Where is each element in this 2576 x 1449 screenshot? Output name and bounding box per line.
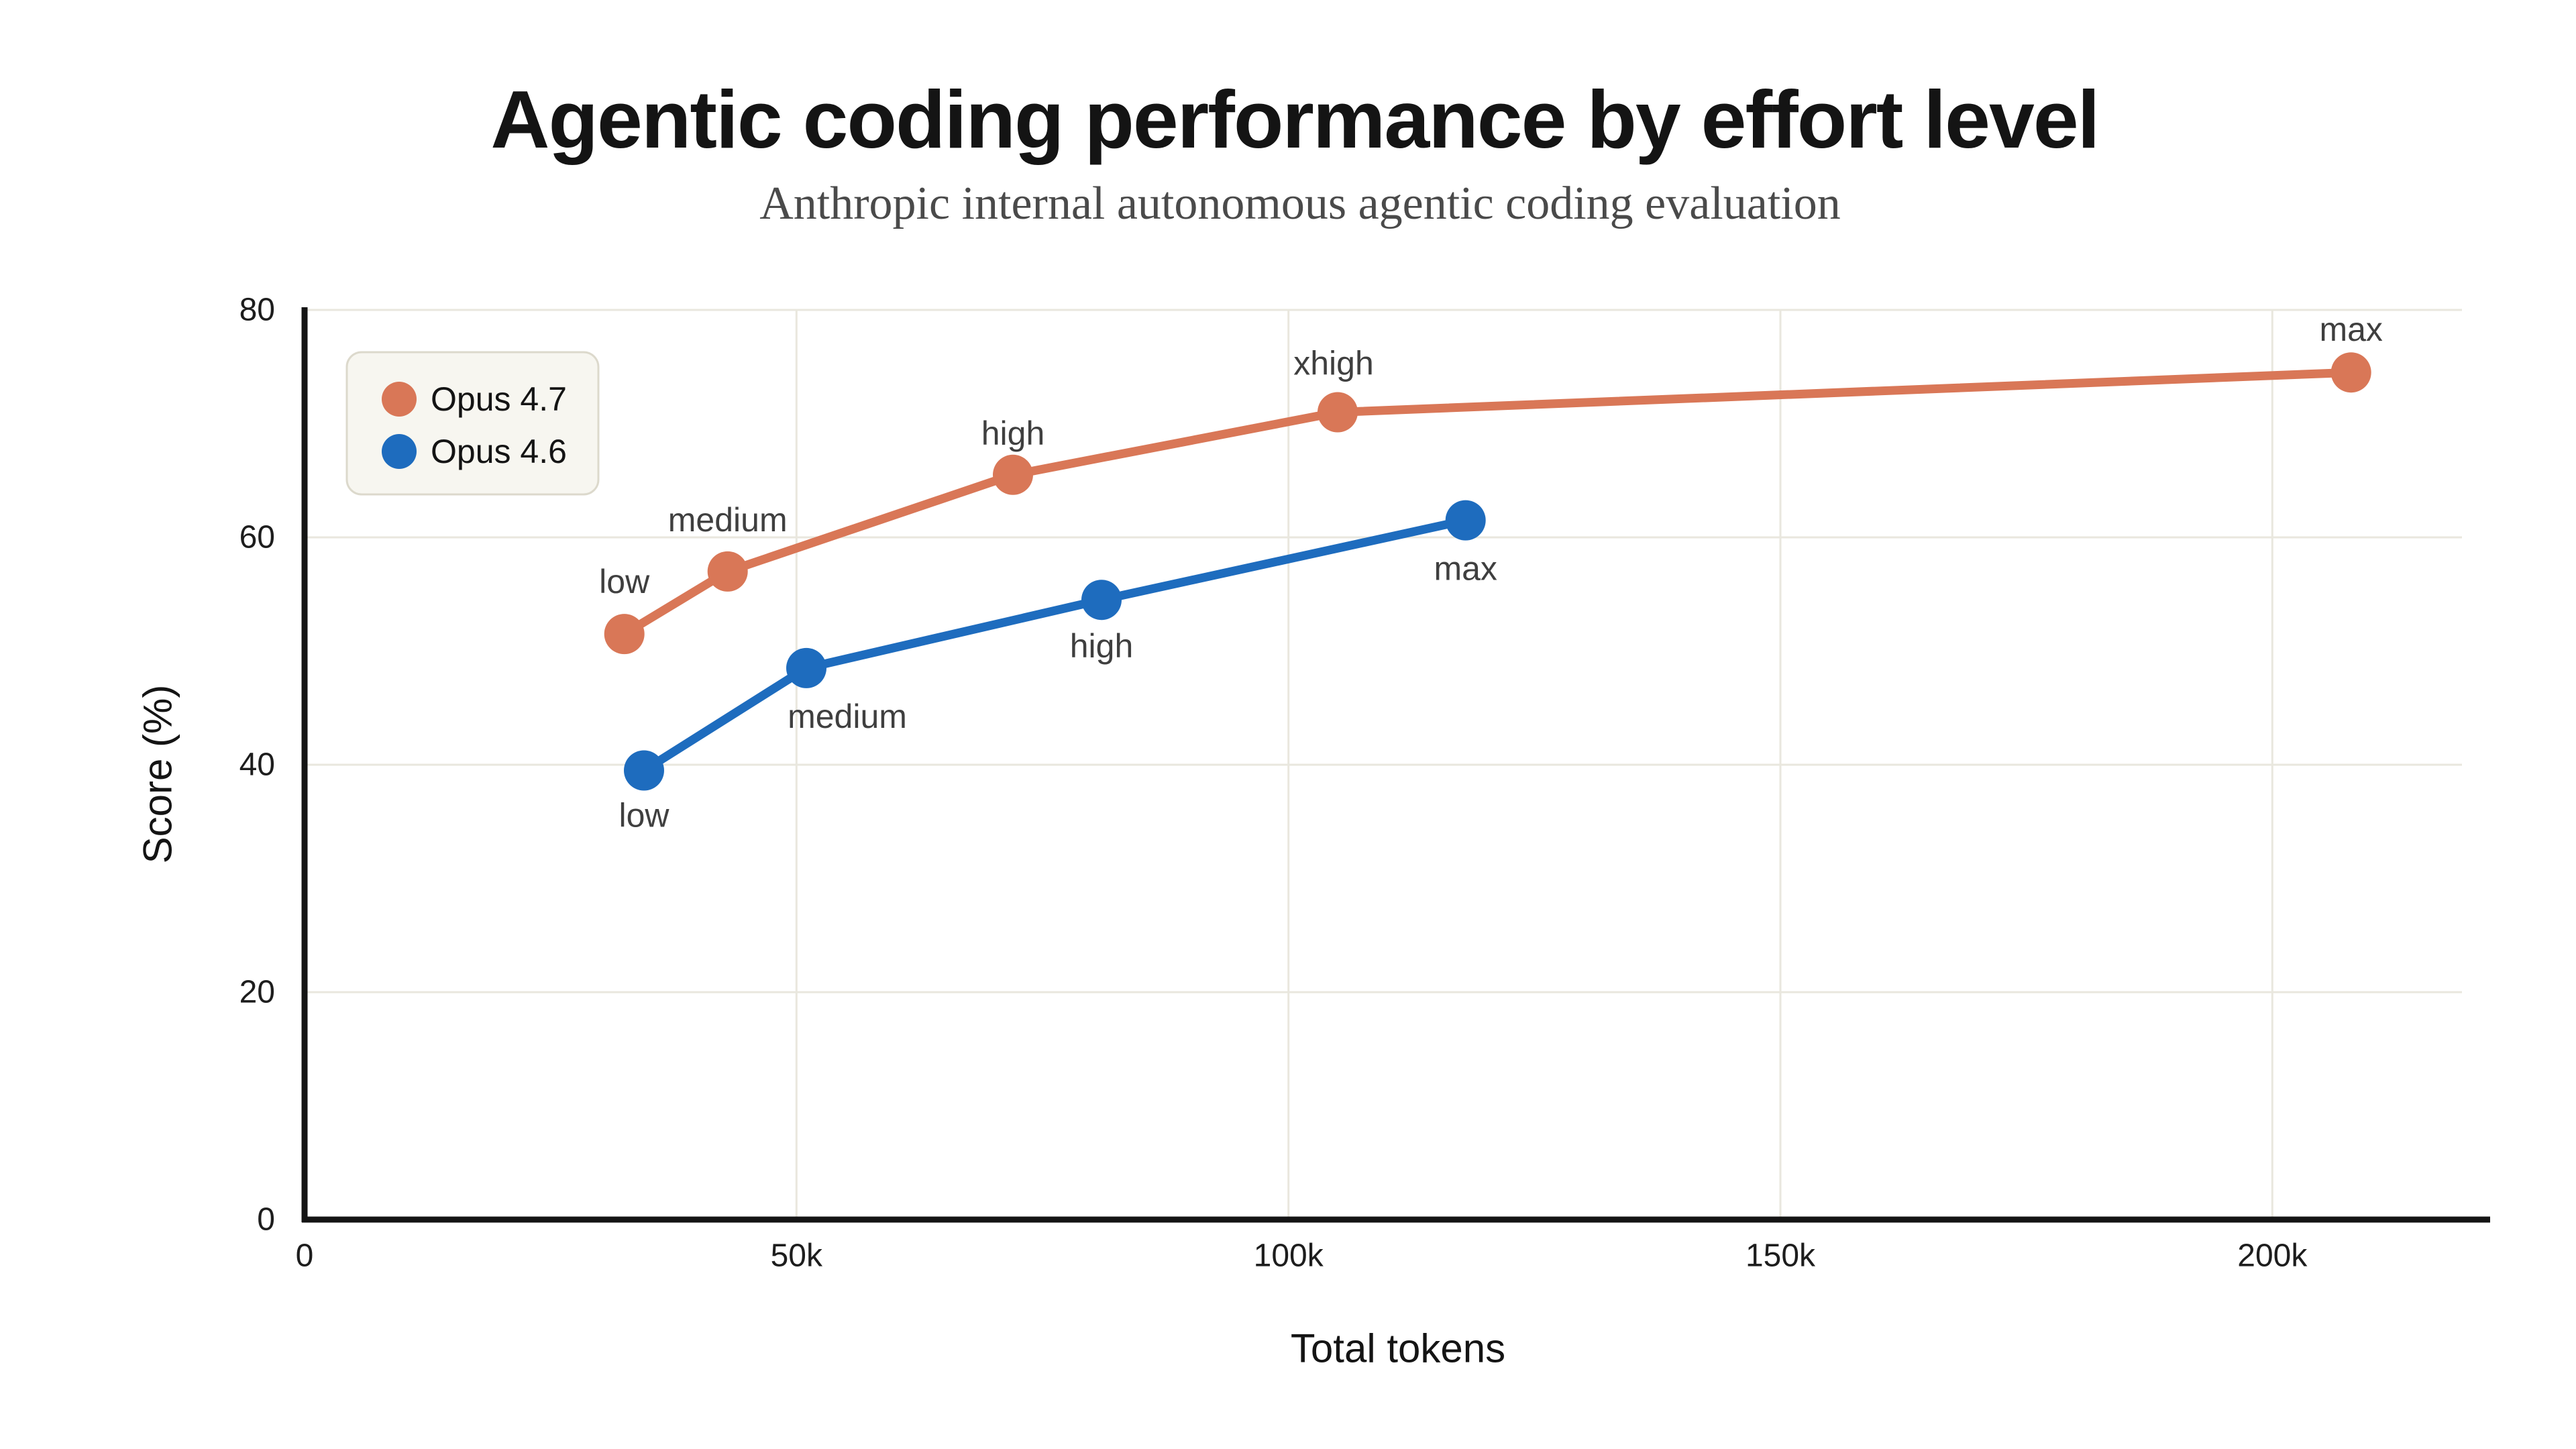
data-point-label: high <box>981 415 1045 452</box>
y-tick-labels: 0 20 40 60 80 <box>239 292 275 1238</box>
data-point-label: max <box>2319 311 2382 348</box>
y-tick-label: 80 <box>239 292 275 328</box>
data-point <box>1318 392 1358 433</box>
y-tick-label: 60 <box>239 520 275 555</box>
legend-label-opus-4-7: Opus 4.7 <box>431 380 567 418</box>
data-point-label: low <box>599 563 650 600</box>
x-tick-labels: 0 50k 100k 150k 200k <box>296 1238 2308 1274</box>
data-point <box>2330 352 2371 393</box>
data-point-label: max <box>1434 550 1497 588</box>
y-tick-label: 20 <box>239 975 275 1010</box>
data-point-label: medium <box>668 501 788 539</box>
page-title: Agentic coding performance by effort lev… <box>490 74 2098 165</box>
data-point <box>604 614 645 655</box>
data-point-label: high <box>1070 627 1134 665</box>
series-line-opus-4-6 <box>639 516 1470 775</box>
x-tick-label: 200k <box>2237 1238 2308 1274</box>
data-point <box>1081 580 1122 621</box>
legend-dot-opus-4-6 <box>382 434 417 469</box>
data-point <box>1445 500 1486 541</box>
y-tick-label: 40 <box>239 747 275 783</box>
chart-subtitle: Anthropic internal autonomous agentic co… <box>759 178 1841 229</box>
data-point <box>786 647 826 688</box>
data-point <box>624 750 664 791</box>
x-tick-label: 100k <box>1254 1238 1324 1274</box>
data-series: low medium high xhigh max low medium high max <box>599 311 2383 834</box>
legend-label-opus-4-6: Opus 4.6 <box>431 433 567 470</box>
x-axis-title: Total tokens <box>1291 1326 1505 1371</box>
y-tick-label: 0 <box>257 1202 275 1238</box>
data-point <box>707 551 748 592</box>
x-tick-label: 0 <box>296 1238 314 1274</box>
data-point-label: medium <box>788 698 907 735</box>
legend-box <box>345 351 600 496</box>
y-axis-title: Score (%) <box>136 685 180 864</box>
x-tick-label: 50k <box>771 1238 823 1274</box>
data-point-label: low <box>619 797 669 835</box>
x-tick-label: 150k <box>1746 1238 1816 1274</box>
legend-dot-opus-4-7 <box>382 382 417 417</box>
legend: Opus 4.7 Opus 4.6 <box>345 351 600 496</box>
data-point <box>993 454 1033 495</box>
data-point-label: xhigh <box>1293 345 1374 382</box>
series-line-opus-4-7 <box>620 368 2356 639</box>
